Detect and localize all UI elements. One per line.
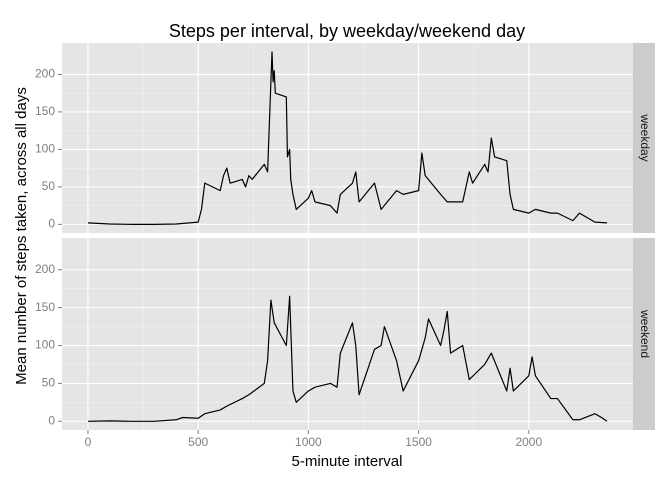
y-tick-label: 50 [42, 179, 56, 193]
x-tick-label: 2000 [515, 435, 542, 449]
y-tick-label: 100 [35, 338, 55, 352]
panel-background [62, 43, 633, 233]
y-tick-label: 0 [48, 413, 55, 427]
y-tick-label: 200 [35, 67, 55, 81]
chart-title: Steps per interval, by weekday/weekend d… [169, 21, 525, 41]
facet-label: weekday [638, 113, 652, 161]
y-tick-label: 150 [35, 104, 55, 118]
x-tick-label: 500 [188, 435, 208, 449]
y-tick-label: 100 [35, 142, 55, 156]
x-tick-label: 1500 [405, 435, 432, 449]
data-line [87, 51, 608, 225]
facet-strip [633, 238, 655, 430]
y-tick-label: 50 [42, 376, 56, 390]
x-tick-label: 0 [85, 435, 92, 449]
facet-label: weekend [638, 309, 652, 358]
facet-strip [633, 43, 655, 233]
y-tick-label: 0 [48, 217, 55, 231]
y-tick-label: 200 [35, 262, 55, 276]
y-tick-label: 150 [35, 300, 55, 314]
x-axis-label: 5-minute interval [292, 453, 403, 470]
data-line [87, 295, 608, 422]
x-tick-label: 1000 [295, 435, 322, 449]
y-axis-label: Mean number of steps taken, across all d… [13, 87, 30, 385]
